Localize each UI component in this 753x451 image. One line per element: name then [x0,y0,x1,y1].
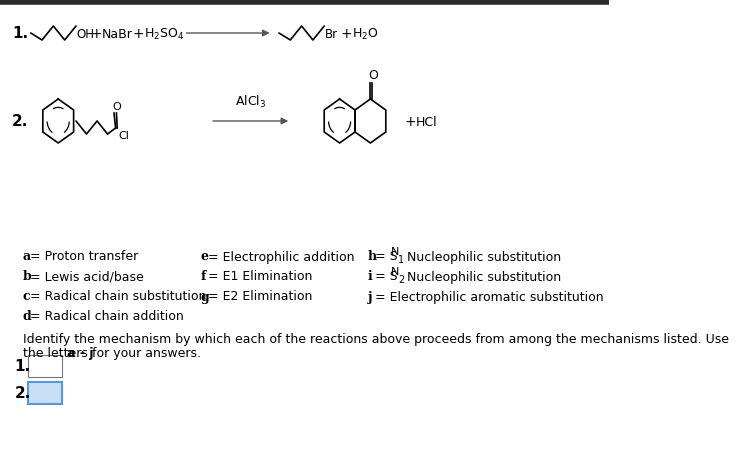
Text: OH: OH [77,28,95,41]
Text: +: + [404,115,416,129]
Text: for your answers.: for your answers. [88,347,201,360]
Text: 1.: 1. [14,359,31,374]
Text: Cl: Cl [118,131,129,141]
Text: 1.: 1. [12,27,29,41]
Text: Br: Br [325,28,338,41]
Text: +: + [340,27,352,41]
Text: j: j [368,290,373,303]
Bar [29,355,62,377]
Text: f: f [200,270,206,283]
Text: = Radical chain substitution: = Radical chain substitution [30,290,206,303]
Text: = Lewis acid/base: = Lewis acid/base [30,270,144,283]
Text: N: N [392,267,400,276]
Text: the letters: the letters [23,347,92,360]
Text: a - j: a - j [67,347,93,360]
Text: 2.: 2. [14,386,31,400]
Text: NaBr: NaBr [102,28,133,41]
Text: = Electrophilic aromatic substitution: = Electrophilic aromatic substitution [375,290,604,303]
Text: 2.: 2. [12,114,29,129]
Text: = E2 Elimination: = E2 Elimination [208,290,312,303]
Text: c: c [23,290,30,303]
Text: 2: 2 [398,274,404,285]
Text: = Radical chain addition: = Radical chain addition [30,310,184,323]
Text: H$_2$SO$_4$: H$_2$SO$_4$ [144,27,184,41]
Text: d: d [23,310,32,323]
Text: = Electrophilic addition: = Electrophilic addition [208,250,355,263]
Text: b: b [23,270,32,283]
Text: = Proton transfer: = Proton transfer [30,250,138,263]
Text: g: g [200,290,209,303]
Text: Nucleophilic substitution: Nucleophilic substitution [403,250,561,263]
Text: +: + [90,27,102,41]
Text: AlCl$_3$: AlCl$_3$ [235,94,267,110]
Text: i: i [368,270,373,283]
Text: = S: = S [375,250,398,263]
Text: +: + [133,27,145,41]
Text: O: O [368,69,378,82]
Text: h: h [368,250,377,263]
Text: a: a [23,250,31,263]
Text: HCl: HCl [416,115,437,128]
Text: 1: 1 [398,254,404,264]
Text: N: N [392,246,400,257]
Text: Nucleophilic substitution: Nucleophilic substitution [403,270,561,283]
Text: H$_2$O: H$_2$O [352,27,378,41]
Text: Identify the mechanism by which each of the reactions above proceeds from among : Identify the mechanism by which each of … [23,333,729,346]
Text: e: e [200,250,209,263]
Text: O: O [112,102,121,112]
Text: = E1 Elimination: = E1 Elimination [208,270,312,283]
Text: = S: = S [375,270,398,283]
Bar [29,382,62,404]
